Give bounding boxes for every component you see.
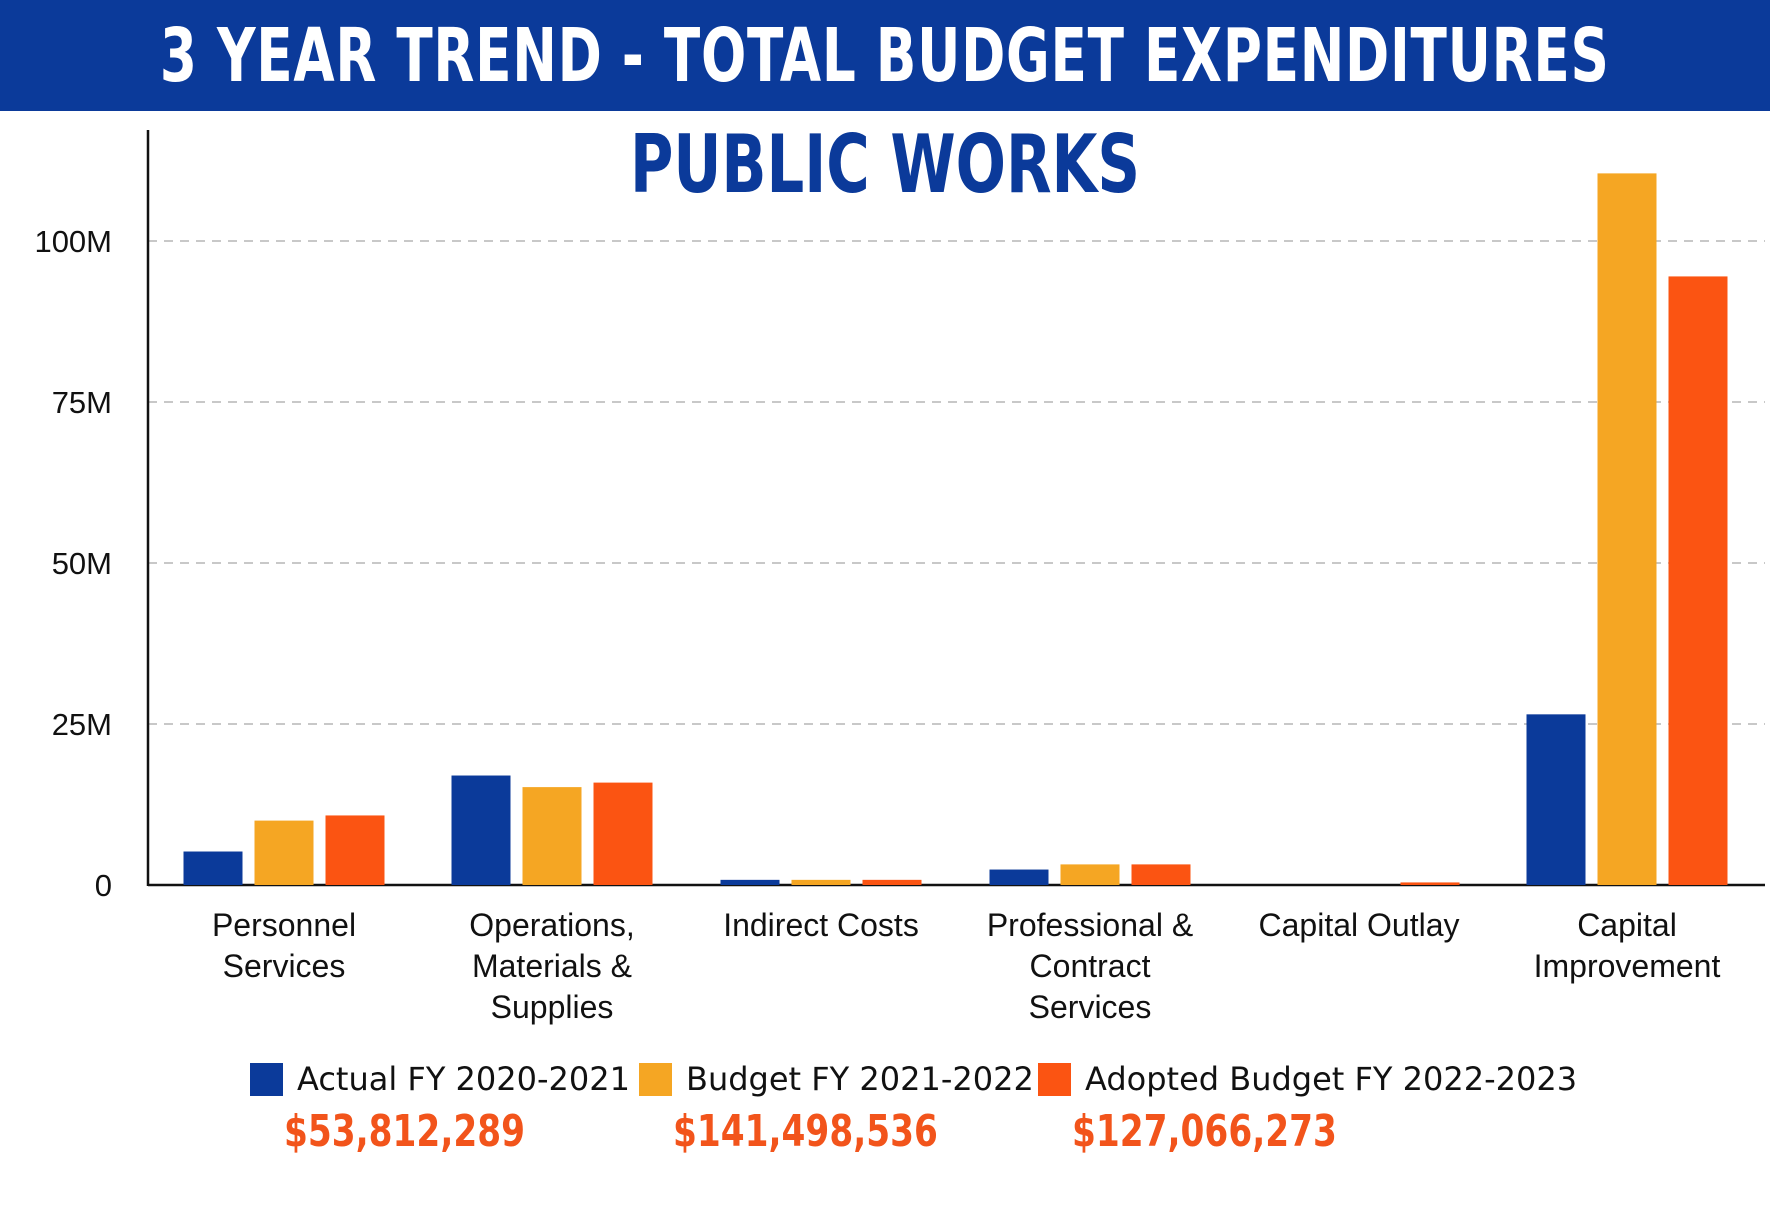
header-banner: 3 YEAR TREND - TOTAL BUDGET EXPENDITURES [0,0,1770,111]
legend-item-budget: Budget FY 2021-2022 $141,498,536 [639,1060,1034,1157]
x-tick-label: Services [1029,989,1152,1025]
x-tick-label: Materials & [472,948,632,984]
x-tick-label: Professional & [987,907,1193,943]
bar [1526,714,1586,885]
bar [325,815,385,885]
legend-item-adopted: Adopted Budget FY 2022-2023 $127,066,273 [1038,1060,1577,1157]
x-tick-label: Supplies [491,989,614,1025]
bar [254,820,314,885]
legend-item-actual: Actual FY 2020-2021 $53,812,289 [250,1060,630,1157]
x-tick-label: Improvement [1534,948,1721,984]
bar [862,879,922,885]
bar [1400,882,1460,885]
y-tick-label: 0 [95,868,112,903]
chart-title: PUBLIC WORKS [629,118,1141,211]
x-tick-label: Personnel [212,907,356,943]
legend-swatch-budget [639,1062,672,1096]
bar [1131,864,1191,885]
y-tick-label: 75M [52,385,112,420]
y-tick-label: 100M [34,224,112,259]
x-tick-label: Indirect Costs [723,907,919,943]
bar [183,851,243,885]
bar [989,869,1049,885]
bar [451,775,511,885]
legend-total-actual: $53,812,289 [284,1106,525,1157]
legend-total-adopted: $127,066,273 [1072,1106,1337,1157]
x-tick-label: Operations, [469,907,634,943]
legend-label-actual: Actual FY 2020-2021 [297,1060,630,1098]
x-tick-label: Capital [1577,907,1677,943]
x-tick-label: Services [223,948,346,984]
bar [720,879,780,885]
y-tick-label: 25M [52,707,112,742]
y-tick-label: 50M [52,546,112,581]
bar [1597,173,1657,885]
bar [1668,276,1728,885]
legend-swatch-adopted [1038,1062,1071,1096]
bar [522,787,582,885]
x-tick-label: Capital Outlay [1259,907,1460,943]
legend-total-budget: $141,498,536 [673,1106,938,1157]
bar [593,782,653,885]
legend-label-budget: Budget FY 2021-2022 [686,1060,1034,1098]
x-tick-label: Contract [1030,948,1151,984]
bar [791,879,851,885]
bar [1060,864,1120,885]
legend-swatch-actual [250,1062,283,1096]
page-title: 3 YEAR TREND - TOTAL BUDGET EXPENDITURES [160,12,1610,99]
legend-label-adopted: Adopted Budget FY 2022-2023 [1085,1060,1578,1098]
